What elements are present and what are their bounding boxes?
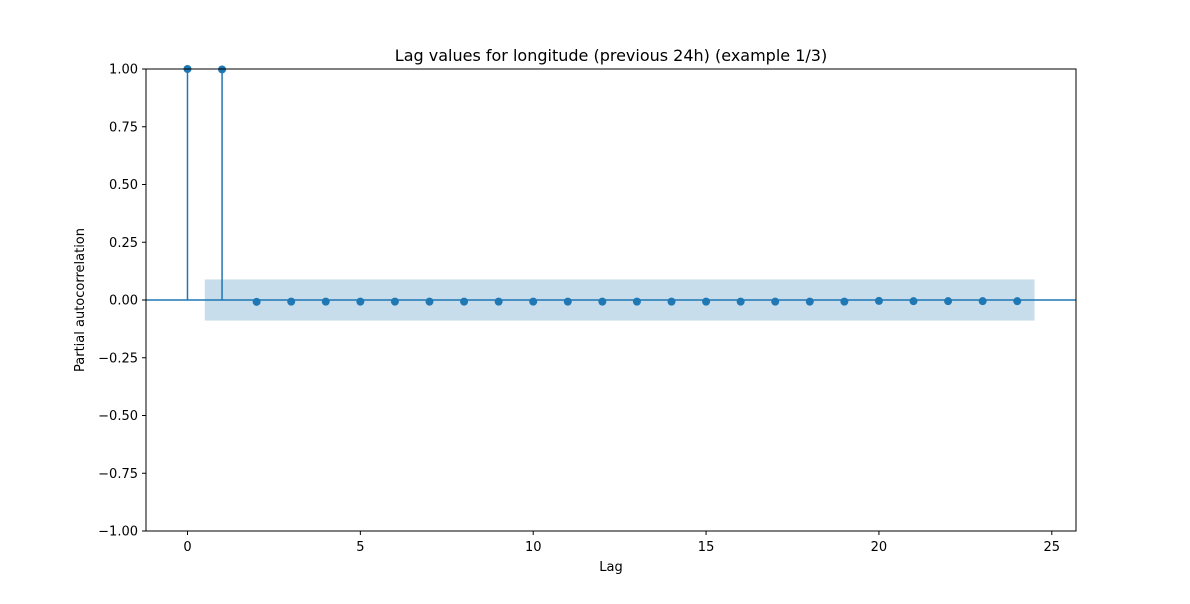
x-tick-label: 20: [871, 540, 888, 555]
y-tick-label: 0.50: [109, 178, 138, 193]
y-tick-label: 0.25: [109, 236, 138, 251]
x-tick-label: 10: [525, 540, 542, 555]
stem-marker: [390, 297, 399, 306]
y-tick-label: −0.50: [98, 409, 138, 424]
stem-marker: [494, 297, 503, 306]
stem-marker: [944, 297, 953, 306]
stem-marker: [563, 297, 572, 306]
axes: 0 5 10 15 20 25 −1.00 −0.75 −0.50 −0.25 0.00 0.25 0.…: [98, 63, 1077, 555]
stem-marker: [667, 297, 676, 306]
stem-marker: [460, 297, 469, 306]
stem-marker: [632, 297, 641, 306]
x-axis-label: Lag: [599, 560, 622, 575]
stem-marker: [598, 297, 607, 306]
y-tick-label: 0.00: [109, 294, 138, 309]
x-tick-label: 0: [183, 540, 191, 555]
stem-marker: [736, 297, 745, 306]
y-tick-label: −0.75: [98, 467, 138, 482]
stem-marker: [771, 297, 780, 306]
x-tick-label: 5: [356, 540, 364, 555]
y-tick-label: −0.25: [98, 351, 138, 366]
y-tick-label: −1.00: [98, 525, 138, 540]
y-tick-label: 1.00: [109, 63, 138, 78]
x-tick-label: 25: [1044, 540, 1061, 555]
stem-marker: [840, 297, 849, 306]
x-tick-label: 15: [698, 540, 715, 555]
stem-marker: [252, 297, 261, 306]
plot-area: [146, 65, 1076, 321]
stem-marker: [874, 296, 883, 305]
chart-title: Lag values for longitude (previous 24h) …: [395, 46, 827, 65]
stem-marker: [287, 297, 296, 306]
stem-marker: [529, 297, 538, 306]
stem-marker: [425, 297, 434, 306]
y-tick-label: 0.75: [109, 120, 138, 135]
stem-marker: [321, 297, 330, 306]
y-axis-label: Partial autocorrelation: [73, 228, 88, 372]
stem-marker: [356, 297, 365, 306]
stem-marker: [1013, 297, 1022, 306]
stem-marker: [909, 297, 918, 306]
stem-marker: [702, 297, 711, 306]
stem-marker: [978, 297, 987, 306]
stem-marker: [805, 297, 814, 306]
